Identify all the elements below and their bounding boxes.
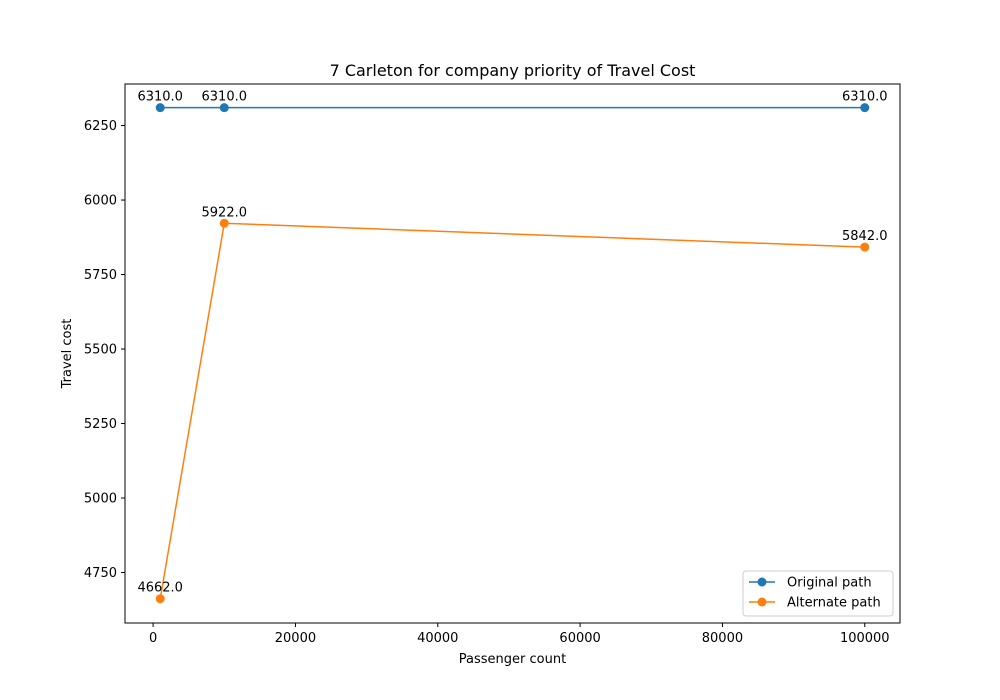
data-label-original-path: 6310.0 bbox=[137, 90, 183, 105]
x-tick-label: 40000 bbox=[417, 631, 458, 646]
y-axis-ticks: 4750 5000 5250 5500 5750 6000 6250 bbox=[84, 119, 125, 581]
legend-swatch-marker-original-path bbox=[757, 577, 767, 587]
x-tick-label: 100000 bbox=[840, 631, 890, 646]
x-tick-label: 80000 bbox=[702, 631, 743, 646]
y-tick-label: 6000 bbox=[84, 194, 117, 209]
data-label-alternate-path: 5922.0 bbox=[202, 205, 248, 220]
data-point-alternate-path bbox=[155, 594, 165, 604]
x-axis-ticks: 0 20000 40000 60000 80000 100000 bbox=[149, 623, 890, 646]
chart-title: 7 Carleton for company priority of Trave… bbox=[330, 61, 696, 80]
x-tick-label: 60000 bbox=[559, 631, 600, 646]
data-point-alternate-path bbox=[219, 218, 229, 228]
data-labels: 6310.0 6310.0 6310.0 4662.0 5922.0 5842.0 bbox=[137, 90, 887, 596]
y-tick-label: 6250 bbox=[84, 119, 117, 134]
data-point-original-path bbox=[860, 103, 870, 113]
y-tick-label: 5750 bbox=[84, 268, 117, 283]
legend-box bbox=[742, 570, 894, 617]
legend-items: Original path Alternate path bbox=[749, 576, 881, 611]
data-label-original-path: 6310.0 bbox=[842, 90, 888, 105]
series-layer bbox=[155, 103, 870, 604]
x-tick-label: 0 bbox=[149, 631, 157, 646]
data-point-original-path bbox=[155, 103, 165, 113]
y-tick-label: 5250 bbox=[84, 417, 117, 432]
legend: Original path Alternate path bbox=[742, 570, 894, 617]
legend-label-alternate-path: Alternate path bbox=[787, 596, 881, 611]
x-axis-label: Passenger count bbox=[459, 652, 566, 667]
plot-area: 0 20000 40000 60000 80000 100000 4750 5000 5250… bbox=[84, 83, 901, 646]
y-tick-label: 5500 bbox=[84, 343, 117, 358]
data-label-alternate-path: 4662.0 bbox=[137, 581, 183, 596]
data-label-alternate-path: 5842.0 bbox=[842, 229, 888, 244]
data-label-original-path: 6310.0 bbox=[202, 90, 248, 105]
x-tick-label: 20000 bbox=[275, 631, 316, 646]
axes-frame bbox=[124, 83, 901, 624]
y-axis-label: Travel cost bbox=[60, 319, 75, 390]
y-tick-label: 4750 bbox=[84, 566, 117, 581]
data-point-alternate-path bbox=[860, 242, 870, 252]
data-point-original-path bbox=[219, 103, 229, 113]
legend-label-original-path: Original path bbox=[787, 576, 872, 591]
legend-swatch-marker-alternate-path bbox=[757, 597, 767, 607]
y-tick-label: 5000 bbox=[84, 492, 117, 507]
